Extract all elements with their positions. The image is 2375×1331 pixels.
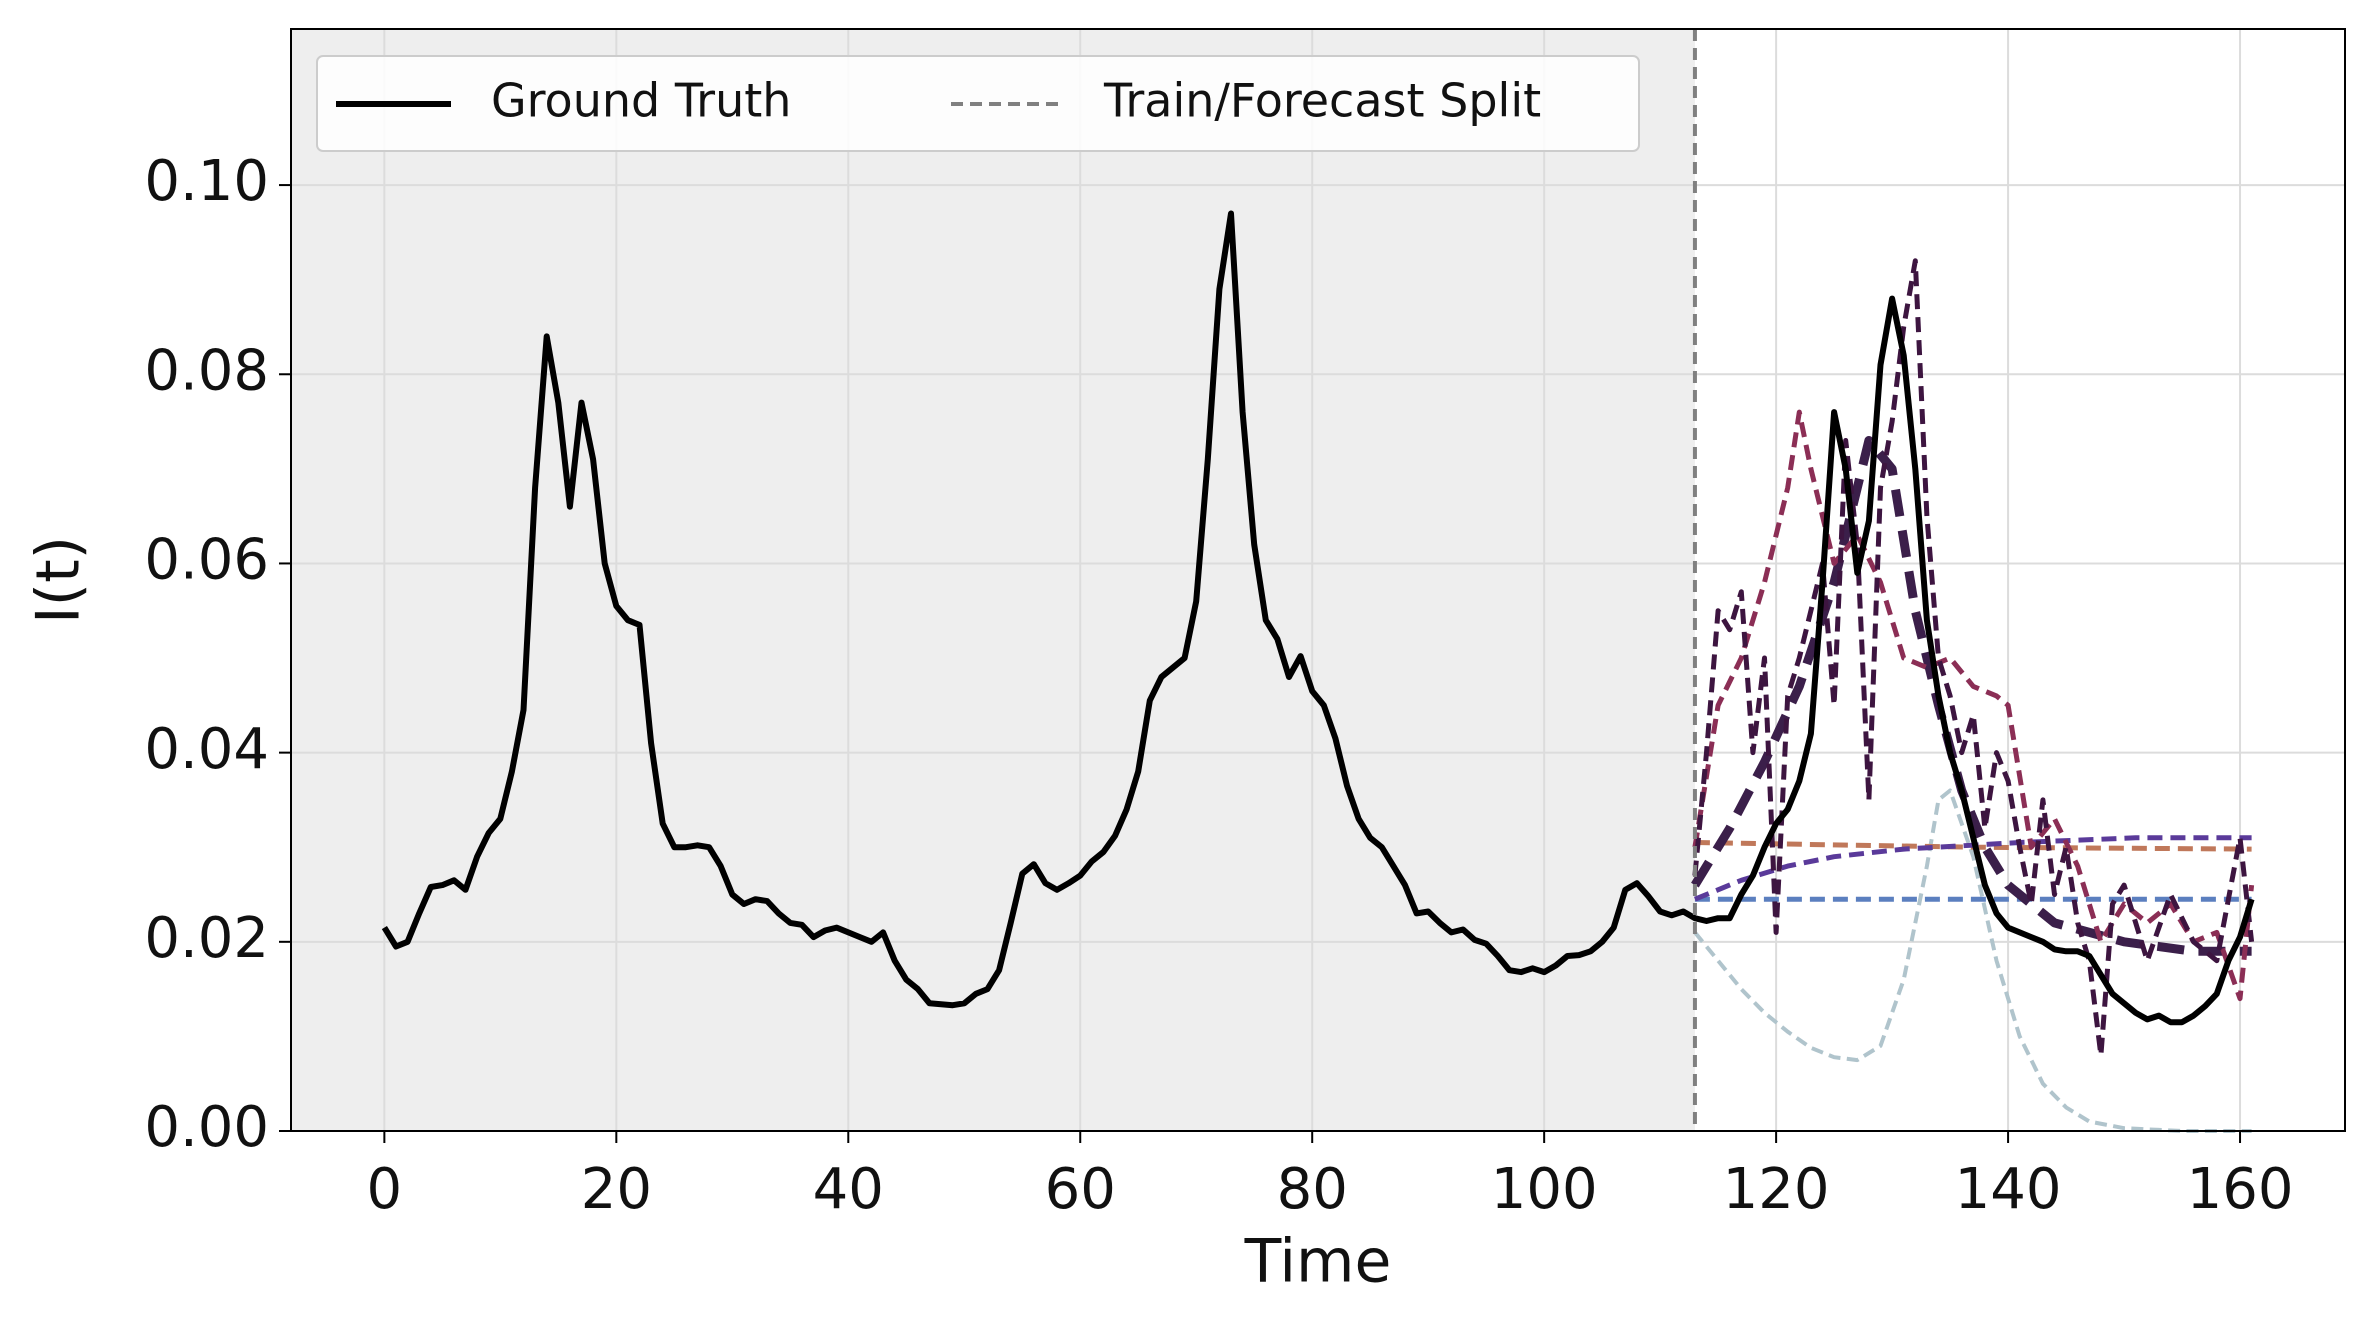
- legend-label: Train/Forecast Split: [1103, 74, 1541, 128]
- x-tick-label: 20: [581, 1157, 652, 1222]
- series-line: [381, 210, 2255, 1026]
- x-tick-label: 40: [813, 1157, 884, 1222]
- series-line: [1693, 788, 2252, 1133]
- series-line: [1692, 409, 2255, 1002]
- x-axis-label: Time: [1244, 1227, 1392, 1297]
- y-tick-label: 0.06: [144, 528, 269, 593]
- y-tick-label: 0.04: [144, 717, 269, 782]
- y-axis-label: I(t): [24, 536, 94, 624]
- legend-label: Ground Truth: [491, 74, 791, 128]
- x-tick-label: 140: [1955, 1157, 2062, 1222]
- y-tick-label: 0.02: [144, 906, 269, 971]
- series-line: [1692, 258, 2255, 1058]
- x-tick-label: 0: [367, 1157, 403, 1222]
- series-line: [1691, 436, 2252, 956]
- x-tick-label: 100: [1491, 1157, 1598, 1222]
- y-tick-label: 0.08: [144, 338, 269, 403]
- x-tick-label: 60: [1045, 1157, 1116, 1222]
- x-tick-label: 160: [2187, 1157, 2294, 1222]
- y-tick-label: 0.10: [144, 149, 269, 214]
- x-tick-label: 80: [1277, 1157, 1348, 1222]
- y-tick-label: 0.00: [144, 1095, 269, 1160]
- x-tick-label: 120: [1723, 1157, 1830, 1222]
- train-region: [291, 29, 1695, 1131]
- plot-frame: [290, 28, 2346, 1132]
